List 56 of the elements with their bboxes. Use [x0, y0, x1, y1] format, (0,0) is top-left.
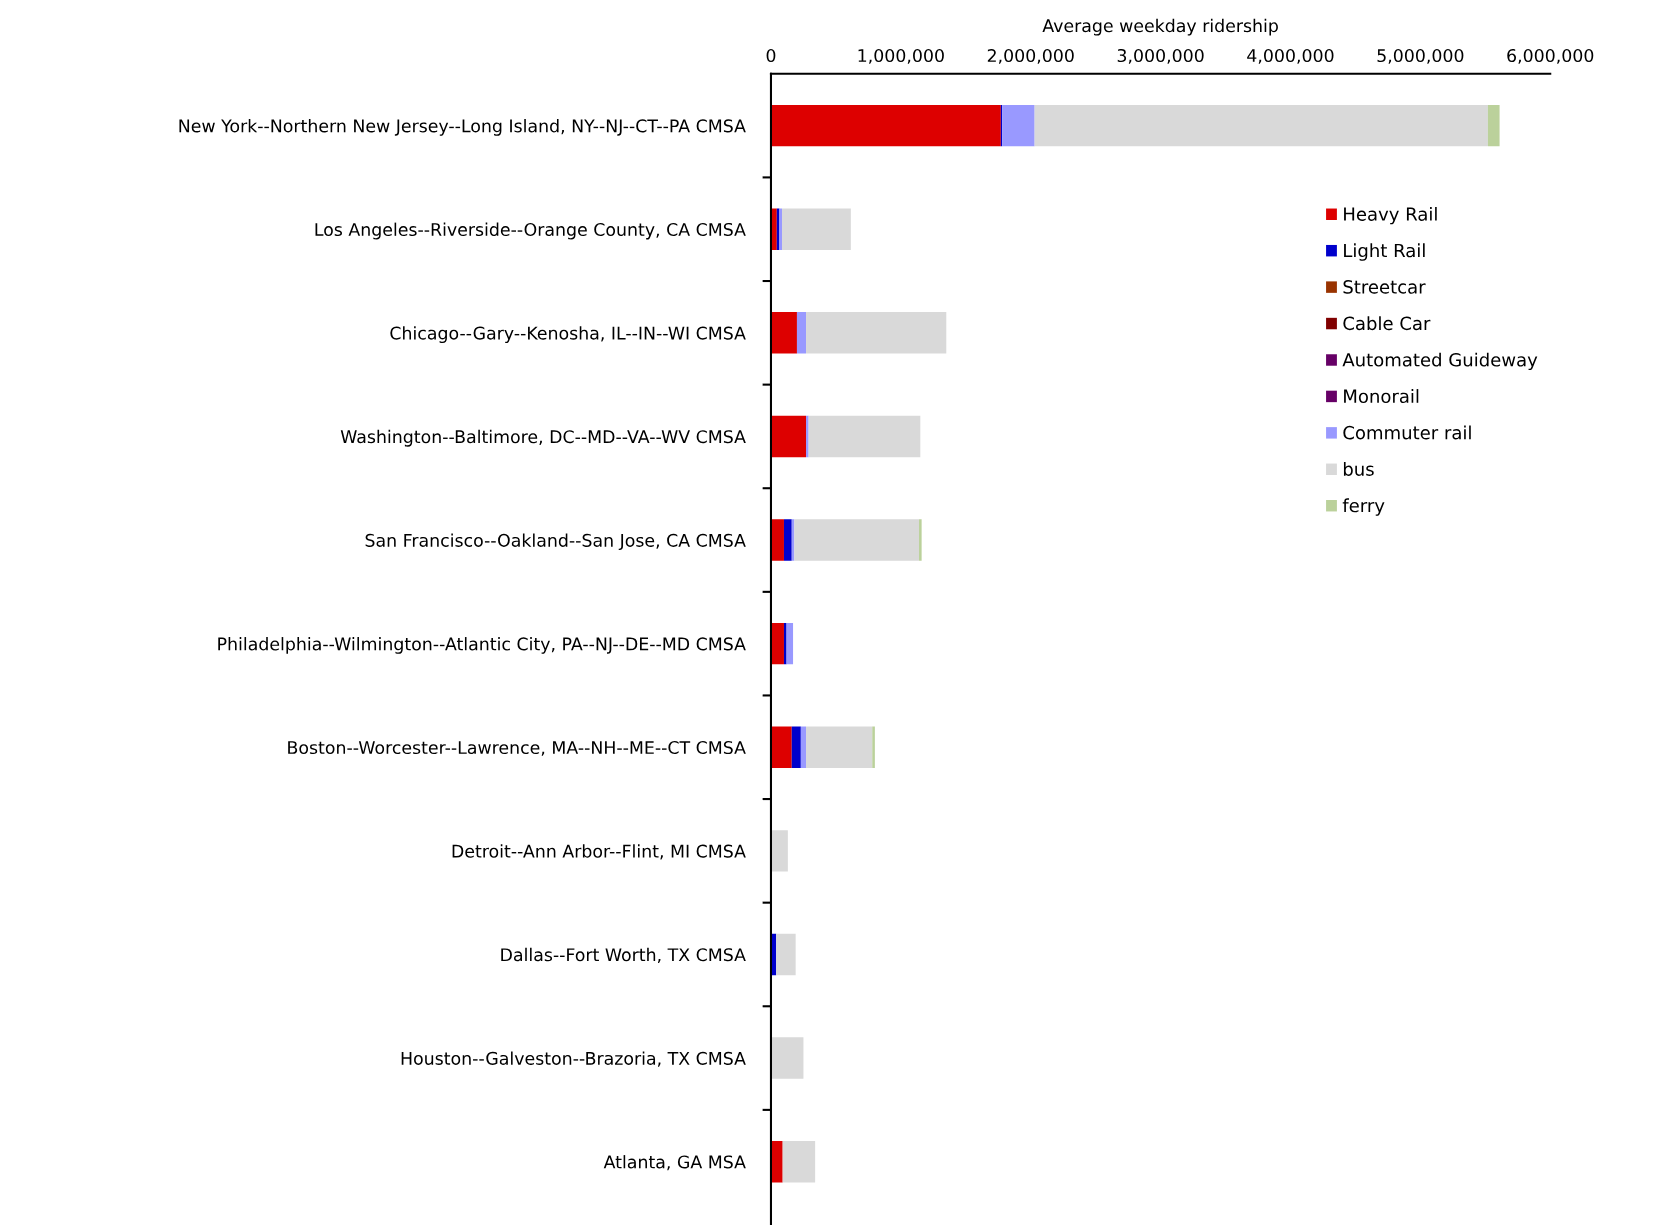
y-tick-label: Dallas--Fort Worth, TX CMSA: [501, 947, 746, 964]
legend-label: Light Rail: [1344, 243, 1425, 261]
y-tick-label: Atlanta, GA MSA: [603, 1155, 746, 1171]
bar: [783, 519, 792, 561]
bar: [770, 519, 784, 561]
x-tick-label: 0: [766, 48, 776, 63]
legend-label: ferry: [1342, 498, 1385, 516]
bar: [794, 519, 920, 561]
legend-label: Streetcar: [1343, 280, 1426, 294]
x-tick-label: 4,000,000: [1247, 48, 1334, 64]
bar: [919, 519, 922, 561]
bar: [770, 312, 797, 354]
bar: [770, 1140, 783, 1183]
bar: [791, 726, 801, 768]
bar: [783, 622, 787, 665]
bar: [1487, 104, 1500, 147]
x-axis-title: Average weekday ridership: [1042, 18, 1278, 36]
y-tick-label: Philadelphia--Wilmington--Atlantic City, PA--NJ--DE--MD CMSA: [218, 637, 746, 654]
bar: [770, 1037, 804, 1079]
bar: [770, 415, 807, 458]
y-tick-label: San Francisco--Oakland--San Jose, CA CMSA: [365, 533, 746, 551]
bar: [786, 622, 794, 665]
y-tick-label: Detroit--Ann Arbor--Flint, MI CMSA: [452, 844, 746, 860]
bar: [770, 622, 784, 665]
legend-label: bus: [1343, 461, 1374, 476]
legend-label: Cable Car: [1343, 316, 1431, 331]
x-tick-label: 6,000,000: [1507, 48, 1594, 64]
legend-label: Automated Guideway: [1342, 352, 1538, 371]
x-tick-label: 2,000,000: [987, 48, 1074, 64]
bar: [806, 415, 809, 458]
bar: [806, 312, 947, 354]
x-tick-label: 1,000,000: [858, 48, 944, 64]
y-tick-label: Chicago--Gary--Kenosha, IL--IN--WI CMSA: [390, 326, 746, 344]
bar: [782, 208, 851, 250]
legend-label: Commuter rail: [1343, 425, 1471, 440]
bar: [770, 104, 1001, 147]
y-tick-label: Washington--Baltimore, DC--MD--VA--WV CMSA: [340, 429, 746, 447]
bar: [1002, 104, 1035, 147]
bar: [1034, 104, 1488, 147]
bar: [808, 415, 921, 458]
bar: [770, 830, 788, 872]
y-tick-label: Houston--Galveston--Brazoria, TX CMSA: [401, 1051, 746, 1067]
bar: [770, 726, 792, 768]
bar: [806, 726, 873, 768]
bar: [800, 726, 807, 768]
legend-label: Heavy Rail: [1344, 206, 1437, 225]
x-tick-label: 3,000,000: [1117, 48, 1204, 64]
y-tick-label: Boston--Worcester--Lawrence, MA--NH--ME--CT CMSA: [288, 740, 746, 756]
x-tick-label: 5,000,000: [1377, 48, 1464, 64]
y-tick-label: Los Angeles--Riverside--Orange County, CA CMSA: [315, 222, 746, 240]
y-tick-label: New York--Northern New Jersey--Long Island, NY--NJ--CT--PA CMSA: [179, 119, 746, 136]
bar: [872, 726, 875, 768]
legend-label: Monorail: [1344, 389, 1419, 404]
bar: [776, 933, 796, 976]
bar: [796, 312, 807, 354]
bar: [782, 1140, 816, 1183]
